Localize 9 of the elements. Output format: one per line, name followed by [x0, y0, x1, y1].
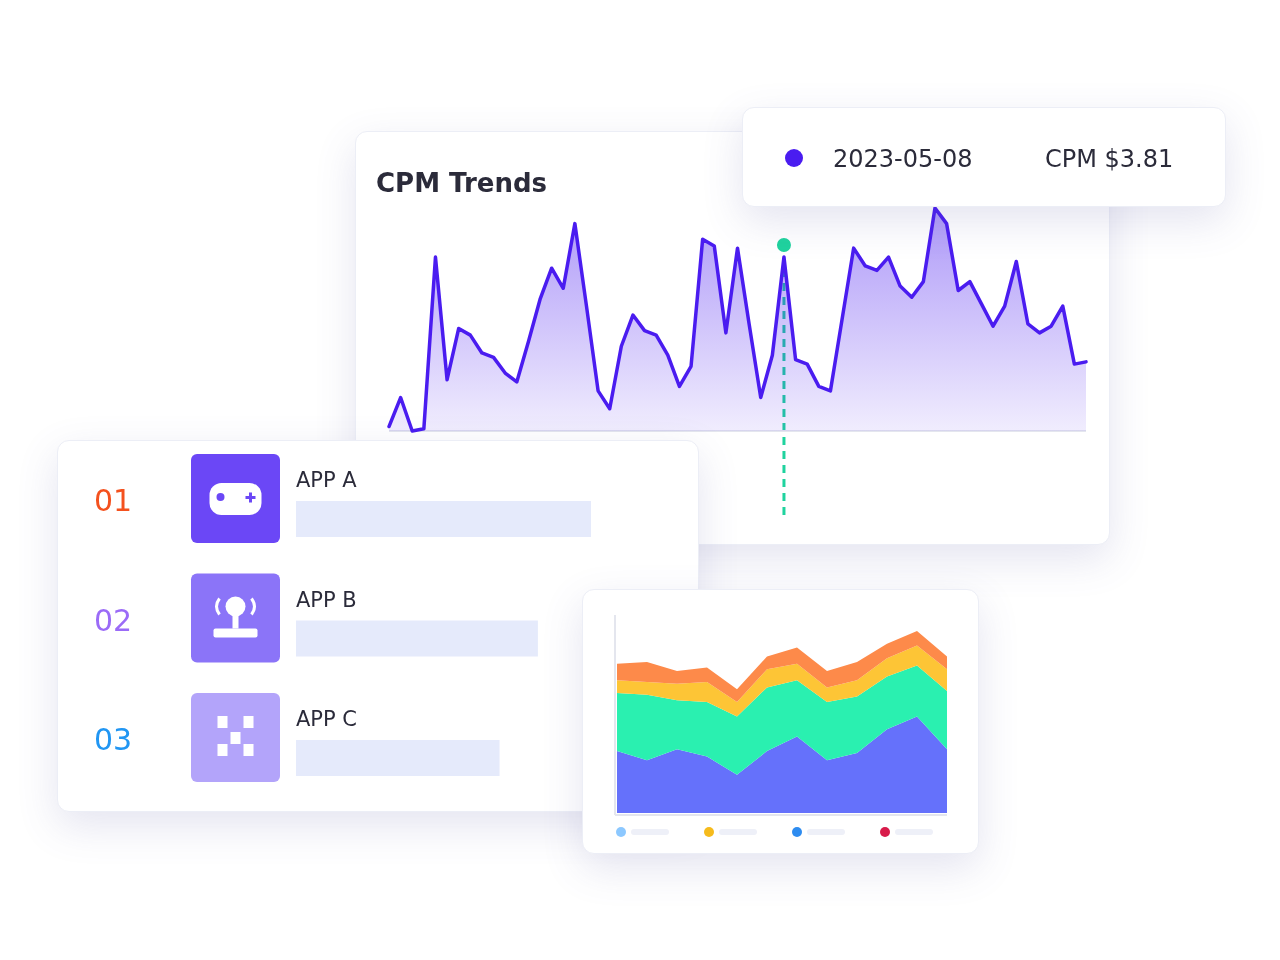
y-tick-label: APP B: [296, 587, 357, 612]
text: 01: [94, 483, 133, 518]
y-tick-label: APP C: [296, 707, 358, 731]
chart-title: CPM Trends: [376, 168, 547, 198]
y-tick-label: APP A: [296, 468, 358, 492]
text: CPM $3.81: [1045, 145, 1174, 173]
text: 02: [94, 602, 133, 638]
text: 03: [94, 722, 133, 757]
text: 2023-05-08: [833, 145, 973, 173]
